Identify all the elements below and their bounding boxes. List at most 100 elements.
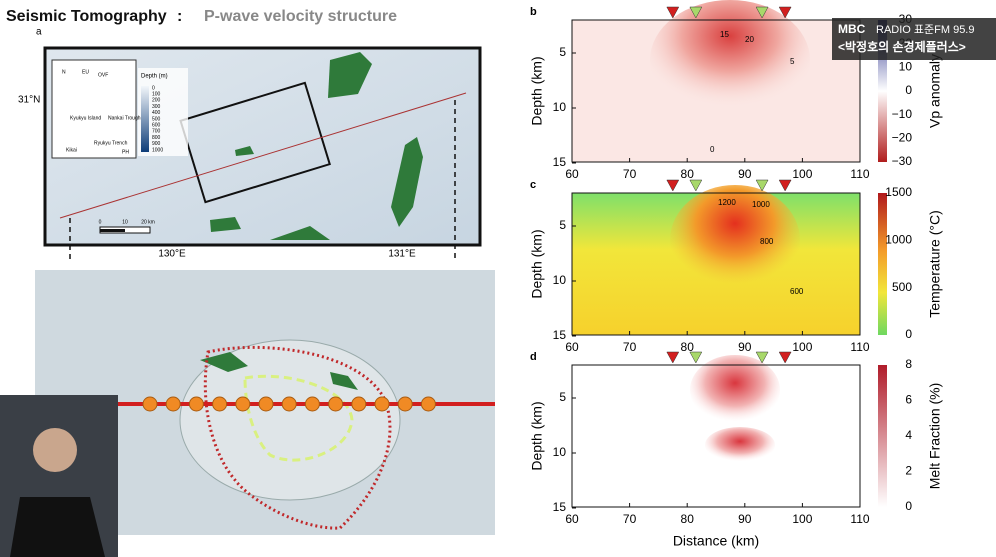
scale-label: 20 km: [141, 219, 155, 225]
station: [304, 396, 320, 412]
colorbar: [878, 20, 887, 162]
x-tick-label: 90: [738, 167, 752, 181]
station: [420, 396, 436, 412]
panel-label: a: [36, 27, 42, 38]
contour-label: 0: [710, 145, 715, 154]
colorbar-tick: 1000: [885, 233, 912, 247]
station: [165, 396, 181, 412]
lon-label: 131°E: [388, 249, 416, 260]
station: [212, 396, 228, 412]
contour-label: 15: [720, 30, 729, 39]
station-marker: [778, 351, 792, 364]
inset-label: N: [62, 69, 66, 75]
x-tick-label: 90: [738, 340, 752, 354]
outline: [243, 374, 354, 462]
station-marker: [666, 6, 680, 19]
colorbar-tick: 4: [905, 428, 912, 442]
profile-line: [59, 92, 467, 219]
x-tick-label: 80: [681, 167, 695, 181]
legend-tick: 800: [152, 135, 161, 141]
colorbar-tick: 0: [905, 83, 912, 97]
colorbar-tick: 1500: [885, 185, 912, 199]
station: [258, 396, 274, 412]
scale-label: 0: [99, 219, 102, 225]
colorbar-tick: 500: [892, 280, 912, 294]
colorbar-tick: −10: [892, 107, 913, 121]
inset-label: OVF: [98, 72, 108, 78]
presenter-body: [10, 497, 105, 557]
legend-title: Depth (m): [141, 74, 168, 80]
y-tick-label: 10: [553, 445, 567, 459]
colorbar-tick: 10: [899, 60, 913, 74]
x-tick-label: 70: [623, 512, 637, 526]
station-marker: [689, 6, 703, 19]
colorbar-tick: 0: [905, 499, 912, 513]
y-tick-label: 15: [553, 328, 567, 342]
colorbar-tick: −30: [892, 154, 913, 168]
x-tick-label: 60: [565, 167, 579, 181]
x-tick-label: 100: [792, 340, 812, 354]
contour-label: 5: [790, 57, 795, 66]
island: [200, 352, 358, 390]
x-tick-label: 60: [565, 512, 579, 526]
colorbar-tick: 6: [905, 393, 912, 407]
title: Seismic Tomography: [6, 8, 167, 25]
station-marker: [755, 179, 769, 192]
x-tick-label: 70: [623, 340, 637, 354]
inset-label: Kyukyu Island: [70, 115, 101, 121]
y-axis-label: Depth (km): [529, 229, 545, 298]
colorbar-tick: 8: [905, 357, 912, 371]
x-tick-label: 80: [681, 340, 695, 354]
island: [391, 137, 423, 227]
plot-frame: [571, 19, 861, 163]
colorbar: [878, 193, 887, 335]
depth-colorbar: [141, 86, 149, 152]
station: [397, 396, 413, 412]
anomaly: [670, 185, 800, 295]
inset-label: EU: [82, 69, 89, 75]
station-marker: [778, 179, 792, 192]
station: [188, 396, 204, 412]
x-tick-label: 90: [738, 512, 752, 526]
station: [351, 396, 367, 412]
scale-bar: [100, 229, 125, 232]
lon-label: 130°E: [158, 249, 186, 260]
colorbar-tick: −20: [892, 131, 913, 145]
anomaly: [705, 427, 775, 463]
colorbar-label: Temperature (°C): [927, 210, 943, 318]
legend-tick: 700: [152, 129, 161, 135]
station: [142, 396, 158, 412]
station-marker: [666, 351, 680, 364]
y-tick-label: 15: [553, 500, 567, 514]
inset-label: PH: [122, 149, 129, 155]
lat-label: 31°N: [18, 95, 40, 106]
y-tick-label: 5: [559, 390, 566, 404]
station-marker: [689, 351, 703, 364]
subtitle: P-wave velocity structure: [204, 8, 397, 25]
study-box: [179, 81, 331, 204]
x-tick-label: 60: [565, 340, 579, 354]
inset-label: Nankai Trough: [108, 115, 141, 121]
station-marker: [689, 179, 703, 192]
legend-tick: 0: [152, 85, 155, 91]
panel-label: d: [530, 351, 537, 363]
x-tick-label: 110: [850, 512, 869, 526]
station-marker: [778, 6, 792, 19]
y-tick-label: 5: [559, 45, 566, 59]
x-tick-label: 80: [681, 512, 695, 526]
island: [328, 52, 372, 98]
program: <박정호의 손경제플러스>: [838, 39, 966, 54]
station: [374, 396, 390, 412]
colorbar: [878, 365, 887, 507]
plot-frame: [571, 192, 861, 336]
colorbar-label: Vp anomaly: [927, 54, 943, 128]
station-marker: [755, 6, 769, 19]
station: [328, 396, 344, 412]
x-tick-label: 100: [792, 512, 812, 526]
legend-tick: 300: [152, 104, 161, 110]
island: [210, 146, 330, 240]
legend-tick: 1000: [152, 147, 163, 153]
contour-label: 1000: [752, 200, 770, 209]
legend-tick: 900: [152, 141, 161, 147]
